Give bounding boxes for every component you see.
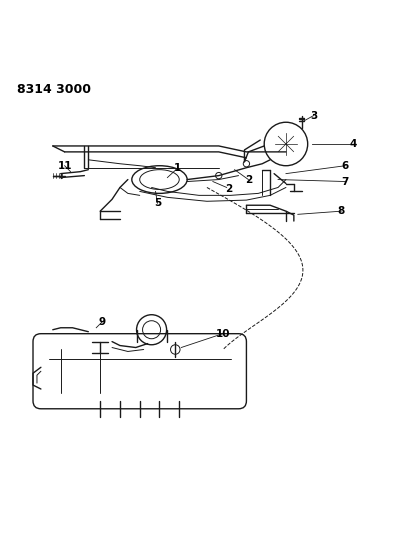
Text: 5: 5 <box>154 198 161 208</box>
Circle shape <box>243 160 250 167</box>
Text: 3: 3 <box>310 110 317 120</box>
Text: 6: 6 <box>341 161 349 171</box>
Text: 11: 11 <box>57 161 72 171</box>
Text: 4: 4 <box>349 139 357 149</box>
Text: 10: 10 <box>215 329 230 338</box>
Text: 7: 7 <box>341 176 349 187</box>
Text: 8: 8 <box>338 206 345 216</box>
Text: 2: 2 <box>245 174 252 184</box>
Text: 1: 1 <box>174 164 181 173</box>
Text: 2: 2 <box>225 184 232 195</box>
Text: 8314 3000: 8314 3000 <box>17 83 91 96</box>
Circle shape <box>216 173 222 179</box>
Text: 9: 9 <box>99 317 106 327</box>
